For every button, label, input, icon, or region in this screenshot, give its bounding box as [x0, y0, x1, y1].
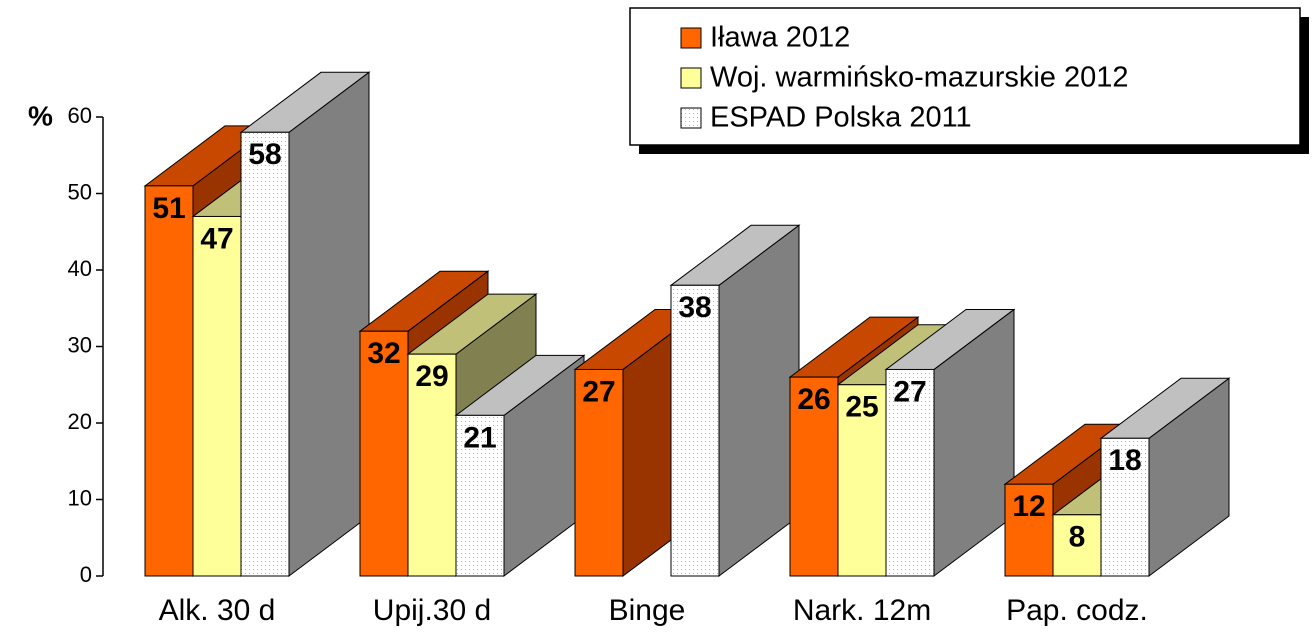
y-tick-label: 50 — [68, 179, 92, 204]
bar — [455, 414, 505, 577]
legend — [629, 7, 1301, 146]
value-label: 47 — [200, 222, 233, 255]
value-label: 25 — [845, 391, 878, 424]
value-label: 29 — [415, 360, 448, 393]
y-tick-label: 40 — [68, 256, 92, 281]
x-tick-label: Nark. 12m — [793, 594, 931, 627]
value-label: 18 — [1108, 444, 1141, 477]
legend-swatch — [680, 107, 702, 129]
legend-swatch — [680, 27, 702, 49]
bar — [144, 185, 194, 577]
legend-label: ESPAD Polska 2011 — [710, 102, 972, 134]
y-tick-label: 20 — [68, 409, 92, 434]
bar — [885, 368, 935, 577]
y-tick-label: 0 — [80, 562, 92, 587]
value-label: 27 — [582, 375, 615, 408]
value-label: 8 — [1069, 521, 1086, 554]
bar — [1100, 437, 1150, 577]
x-tick-label: Binge — [609, 594, 686, 627]
bar — [1052, 514, 1102, 577]
bar-side — [288, 71, 370, 577]
bar — [359, 330, 409, 577]
value-label: 21 — [463, 421, 496, 454]
value-label: 26 — [797, 383, 830, 416]
y-tick-label: 30 — [68, 332, 92, 357]
legend-label: Iława 2012 — [710, 22, 850, 54]
legend-label: Woj. warmińsko-mazurskie 2012 — [710, 62, 1129, 94]
bar — [240, 131, 290, 577]
y-tick-label: 60 — [68, 103, 92, 128]
bar-side — [718, 224, 800, 577]
x-tick-label: Pap. codz. — [1006, 594, 1148, 627]
y-axis-label: % — [28, 100, 53, 131]
y-tick-label: 10 — [68, 485, 92, 510]
value-label: 58 — [248, 138, 281, 171]
bar — [192, 215, 242, 577]
value-label: 32 — [367, 337, 400, 370]
value-label: 27 — [893, 375, 926, 408]
value-label: 51 — [152, 192, 185, 225]
value-label: 38 — [678, 291, 711, 324]
value-label: 12 — [1012, 490, 1045, 523]
bar — [670, 284, 720, 577]
bar — [789, 376, 839, 577]
legend-swatch — [680, 67, 702, 89]
x-tick-label: Upij.30 d — [373, 594, 491, 627]
x-tick-label: Alk. 30 d — [159, 594, 276, 627]
bar — [574, 368, 624, 577]
